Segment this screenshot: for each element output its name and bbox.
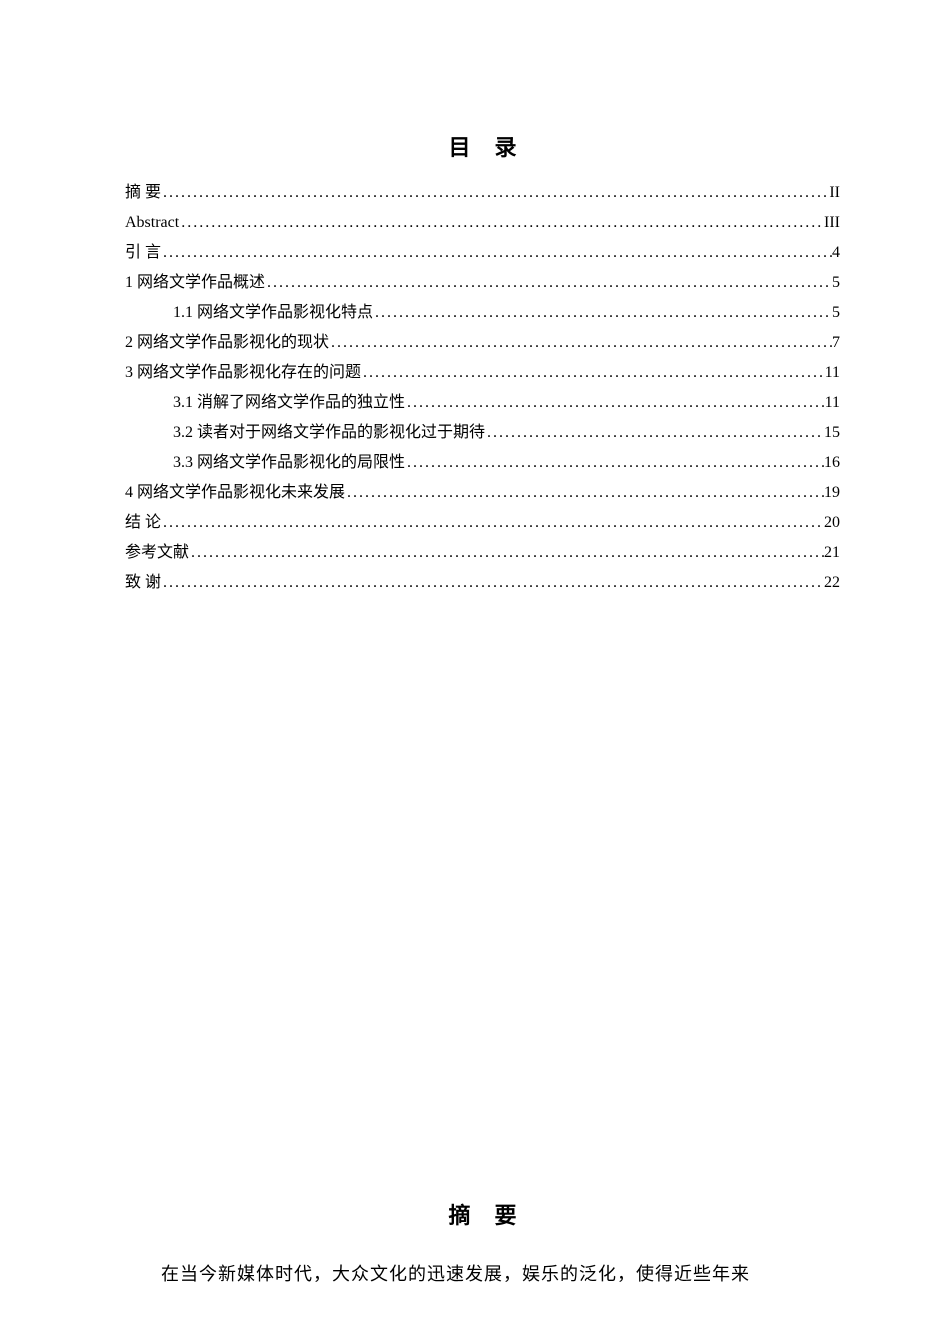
toc-item: 摘 要 ....................................… [125,178,840,208]
toc-leader-dots: ........................................… [329,328,832,358]
toc-page-number: 11 [825,358,840,388]
abstract-section: 摘要 在当今新媒体时代，大众文化的迅速发展，娱乐的泛化，使得近些年来 [125,1198,840,1290]
toc-label: Abstract [125,208,179,238]
toc-leader-dots: ........................................… [361,358,825,388]
toc-leader-dots: ........................................… [189,538,824,568]
toc-label: 3 网络文学作品影视化存在的问题 [125,358,361,388]
toc-page-number: 20 [824,508,840,538]
toc-label: 3.3 网络文学作品影视化的局限性 [173,448,405,478]
toc-item: 结 论 ....................................… [125,508,840,538]
toc-page-number: 5 [832,298,840,328]
toc-item: 4 网络文学作品影视化未来发展 ........................… [125,478,840,508]
toc-leader-dots: ........................................… [485,418,824,448]
toc-page-number: 16 [824,448,840,478]
toc-leader-dots: ........................................… [265,268,832,298]
toc-title: 目录 [125,130,840,162]
toc-label: 摘 要 [125,178,161,208]
toc-page-number: 7 [832,328,840,358]
toc-leader-dots: ........................................… [179,208,824,238]
toc-label: 2 网络文学作品影视化的现状 [125,328,329,358]
toc-item: 3.1 消解了网络文学作品的独立性 ......................… [125,388,840,418]
abstract-title: 摘要 [125,1198,840,1230]
toc-page-number: III [824,208,840,238]
toc-leader-dots: ........................................… [161,238,832,268]
toc-leader-dots: ........................................… [161,508,824,538]
document-page: 目录 摘 要 .................................… [0,0,950,1290]
toc-item: 引 言 ....................................… [125,238,840,268]
toc-item: 1.1 网络文学作品影视化特点 ........................… [125,298,840,328]
toc-leader-dots: ........................................… [345,478,824,508]
toc-item: Abstract ...............................… [125,208,840,238]
toc-item: 3 网络文学作品影视化存在的问题 .......................… [125,358,840,388]
toc-label: 结 论 [125,508,161,538]
toc-label: 3.2 读者对于网络文学作品的影视化过于期待 [173,418,485,448]
abstract-body: 在当今新媒体时代，大众文化的迅速发展，娱乐的泛化，使得近些年来 [125,1258,840,1290]
toc-item: 3.2 读者对于网络文学作品的影视化过于期待 .................… [125,418,840,448]
toc-page-number: 15 [824,418,840,448]
toc-list: 摘 要 ....................................… [125,178,840,598]
toc-label: 引 言 [125,238,161,268]
toc-page-number: 19 [824,478,840,508]
toc-page-number: 5 [832,268,840,298]
toc-item: 参考文献 ...................................… [125,538,840,568]
toc-label: 致 谢 [125,568,161,598]
toc-label: 参考文献 [125,538,189,568]
toc-item: 2 网络文学作品影视化的现状 .........................… [125,328,840,358]
toc-page-number: 22 [824,568,840,598]
toc-item: 1 网络文学作品概述 .............................… [125,268,840,298]
toc-label: 1 网络文学作品概述 [125,268,265,298]
toc-label: 3.1 消解了网络文学作品的独立性 [173,388,405,418]
toc-leader-dots: ........................................… [373,298,832,328]
toc-page-number: 21 [824,538,840,568]
toc-item: 致 谢 ....................................… [125,568,840,598]
toc-leader-dots: ........................................… [405,388,825,418]
toc-label: 4 网络文学作品影视化未来发展 [125,478,345,508]
toc-page-number: 11 [825,388,840,418]
toc-item: 3.3 网络文学作品影视化的局限性 ......................… [125,448,840,478]
toc-page-number: 4 [832,238,840,268]
toc-leader-dots: ........................................… [405,448,824,478]
toc-leader-dots: ........................................… [161,568,824,598]
toc-page-number: II [829,178,840,208]
toc-label: 1.1 网络文学作品影视化特点 [173,298,373,328]
toc-leader-dots: ........................................… [161,178,829,208]
